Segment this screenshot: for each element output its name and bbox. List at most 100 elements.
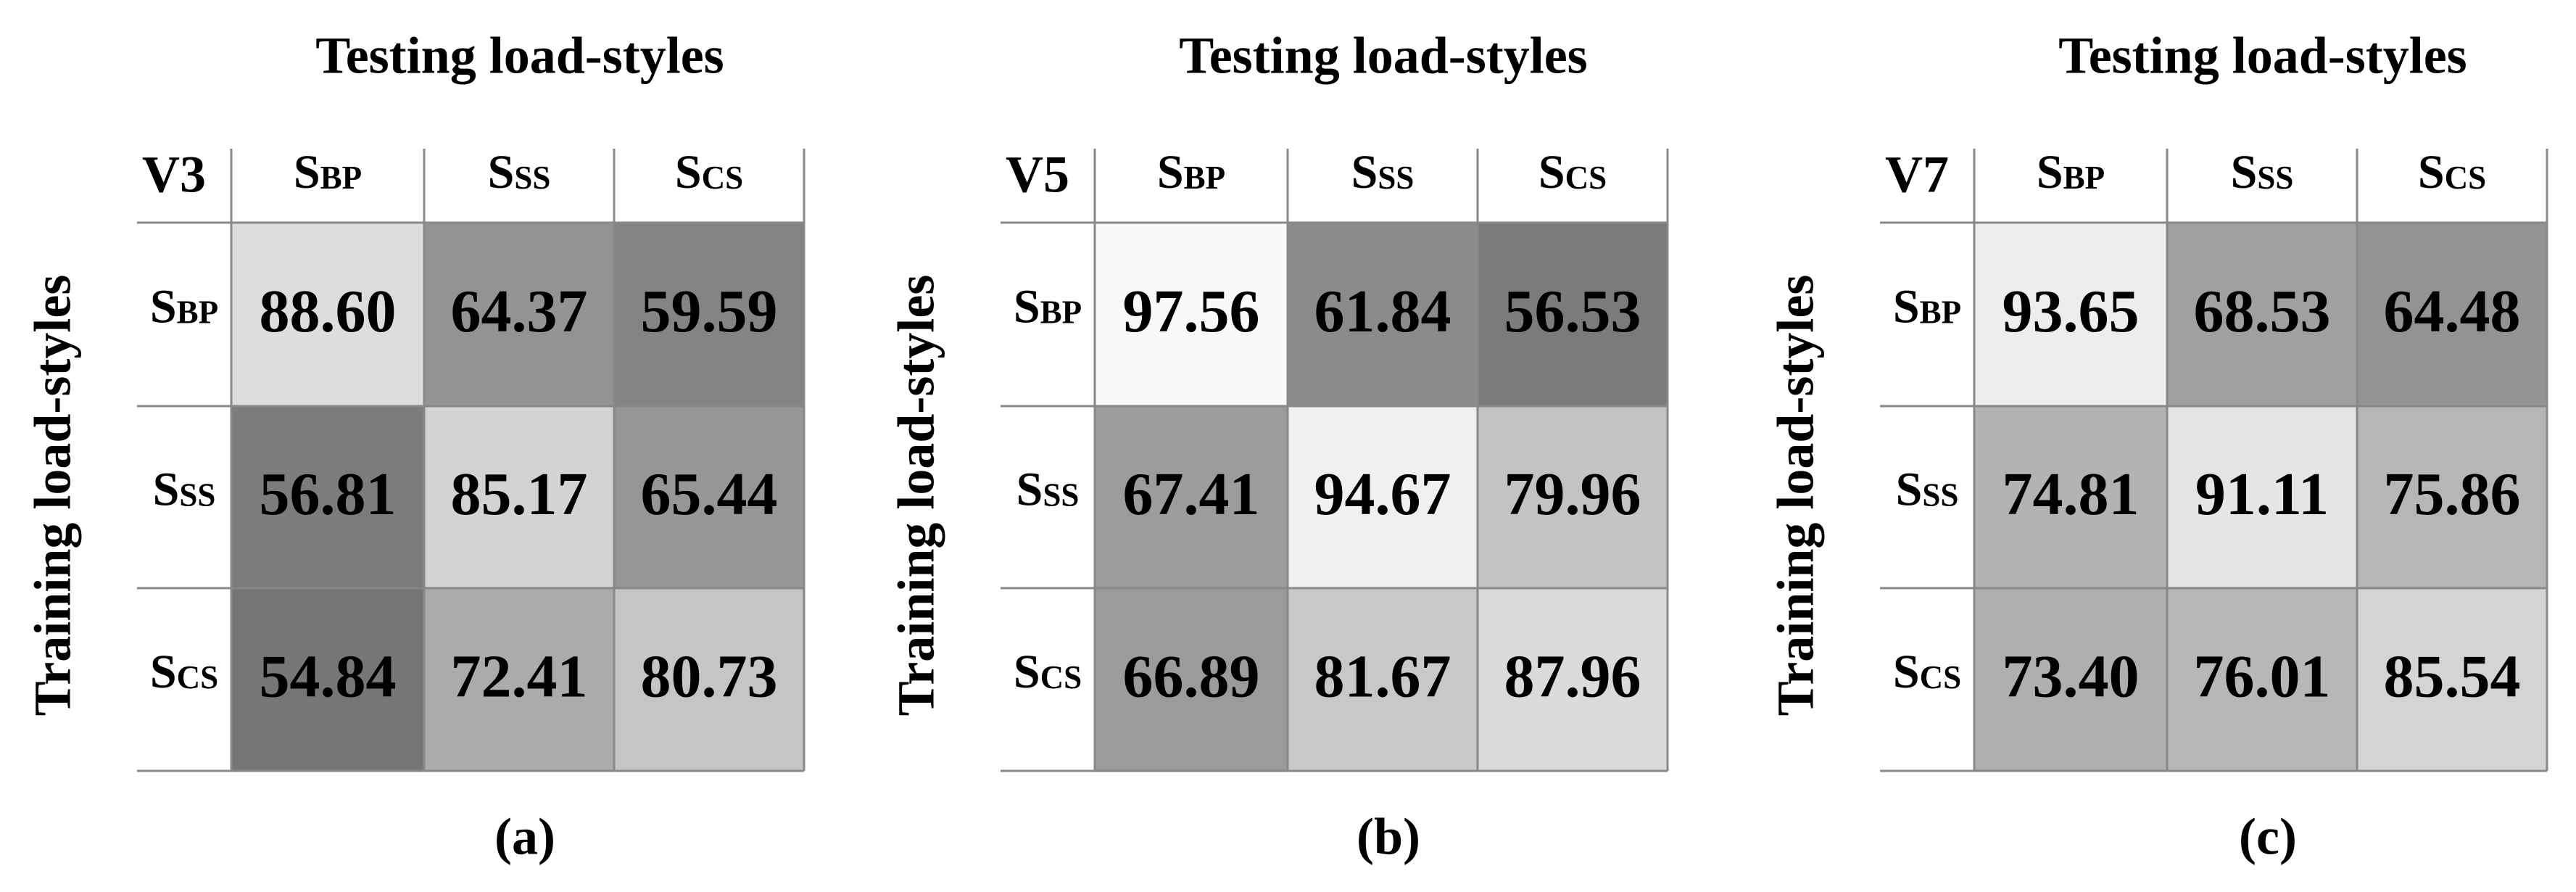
cell-value: 72.41 — [451, 643, 588, 710]
load-style-label: SBP — [294, 146, 362, 199]
cell — [1288, 406, 1478, 588]
cell — [424, 406, 614, 588]
cell-value: 88.60 — [260, 278, 397, 345]
cell-value: 93.65 — [2003, 278, 2140, 345]
cell-value: 64.48 — [2384, 278, 2521, 345]
cell — [614, 406, 804, 588]
label-sub: CS — [1565, 160, 1607, 196]
label-sub: BP — [1040, 294, 1082, 331]
label-main: S — [294, 146, 320, 199]
label-main: S — [1893, 281, 1920, 334]
cell — [2357, 406, 2547, 588]
load-style-label: SBP — [1157, 146, 1225, 199]
load-style-label: SSS — [1351, 146, 1415, 199]
cell-value: 65.44 — [641, 461, 778, 528]
load-style-label: SCS — [675, 146, 743, 199]
cell-value: 76.01 — [2194, 643, 2331, 710]
panel-caption: (a) — [494, 808, 555, 866]
y-axis-label: Training load-styles — [1767, 275, 1825, 717]
cell — [614, 588, 804, 771]
load-style-label: SCS — [1014, 645, 1082, 698]
load-style-label: SSS — [153, 463, 216, 516]
cell — [1095, 406, 1288, 588]
cell-value: 61.84 — [1314, 278, 1451, 345]
cell — [1095, 588, 1288, 771]
label-main: S — [1351, 146, 1378, 199]
load-style-label: SCS — [1538, 146, 1607, 199]
label-main: S — [675, 146, 702, 199]
cell — [424, 223, 614, 406]
cell-value: 85.17 — [451, 461, 588, 528]
label-main: S — [2418, 146, 2445, 199]
cell — [2167, 406, 2357, 588]
label-main: S — [1538, 146, 1565, 199]
cell-value: 59.59 — [641, 278, 778, 345]
cell — [1288, 588, 1478, 771]
label-main: S — [1157, 146, 1184, 199]
cell — [231, 223, 424, 406]
label-sub: BP — [2063, 160, 2105, 196]
cell — [2167, 588, 2357, 771]
cell — [424, 588, 614, 771]
label-main: S — [1016, 463, 1043, 516]
load-style-label: SCS — [2418, 146, 2486, 199]
label-sub: CS — [702, 160, 744, 196]
label-main: S — [2037, 146, 2063, 199]
label-main: S — [1014, 645, 1040, 698]
cell — [1478, 406, 1668, 588]
cell-value: 56.81 — [260, 461, 397, 528]
cell-value: 54.84 — [260, 643, 397, 710]
cell-value: 97.56 — [1123, 278, 1260, 345]
label-main: S — [150, 645, 177, 698]
cell — [1974, 588, 2167, 771]
load-style-label: SSS — [2231, 146, 2294, 199]
label-sub: CS — [1040, 659, 1082, 695]
cell-value: 64.37 — [451, 278, 588, 345]
label-sub: CS — [177, 659, 219, 695]
cell — [1095, 223, 1288, 406]
cell — [1974, 223, 2167, 406]
corner-label: V5 — [1006, 146, 1069, 204]
label-main: S — [150, 281, 177, 334]
cell-value: 79.96 — [1504, 461, 1641, 528]
cell-value: 94.67 — [1314, 461, 1451, 528]
label-main: S — [1896, 463, 1923, 516]
label-sub: SS — [179, 477, 215, 513]
load-style-label: SCS — [1893, 645, 1961, 698]
cell-value: 85.54 — [2384, 643, 2521, 710]
label-main: S — [1893, 645, 1920, 698]
corner-label: V7 — [1885, 146, 1949, 204]
label-sub: BP — [177, 294, 219, 331]
y-axis-label: Training load-styles — [24, 275, 82, 717]
cell-value: 66.89 — [1123, 643, 1260, 710]
label-sub: CS — [2445, 160, 2487, 196]
cell — [231, 588, 424, 771]
cell — [231, 406, 424, 588]
cell-value: 80.73 — [641, 643, 778, 710]
label-main: S — [153, 463, 180, 516]
load-style-label: SSS — [1016, 463, 1080, 516]
label-sub: SS — [1043, 477, 1079, 513]
corner-label: V3 — [142, 146, 206, 204]
cell — [1478, 223, 1668, 406]
panel-caption: (c) — [2239, 808, 2297, 866]
cell-value: 74.81 — [2003, 461, 2140, 528]
panel-title: Testing load-styles — [2058, 27, 2467, 85]
panel-title: Testing load-styles — [315, 27, 724, 85]
load-style-label: SBP — [1014, 281, 1082, 334]
label-sub: CS — [1920, 659, 1962, 695]
label-main: S — [2231, 146, 2258, 199]
label-main: S — [488, 146, 515, 199]
label-sub: SS — [514, 160, 550, 196]
load-style-label: SSS — [488, 146, 551, 199]
label-sub: BP — [320, 160, 363, 196]
cell — [1478, 588, 1668, 771]
panel-title: Testing load-styles — [1179, 27, 1587, 85]
cell-value: 68.53 — [2194, 278, 2331, 345]
cell-value: 75.86 — [2384, 461, 2521, 528]
load-style-label: SBP — [150, 281, 218, 334]
label-sub: BP — [1184, 160, 1226, 196]
label-sub: SS — [1922, 477, 1958, 513]
